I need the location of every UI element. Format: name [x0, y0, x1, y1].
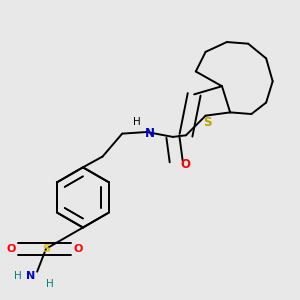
Text: N: N [26, 271, 35, 281]
Text: H: H [14, 271, 21, 281]
Text: S: S [42, 244, 50, 254]
Text: S: S [203, 116, 212, 129]
Text: O: O [7, 244, 16, 254]
Text: O: O [180, 158, 190, 171]
Text: H: H [133, 117, 141, 127]
Text: H: H [46, 279, 54, 289]
Text: N: N [145, 127, 155, 140]
Text: O: O [74, 244, 83, 254]
